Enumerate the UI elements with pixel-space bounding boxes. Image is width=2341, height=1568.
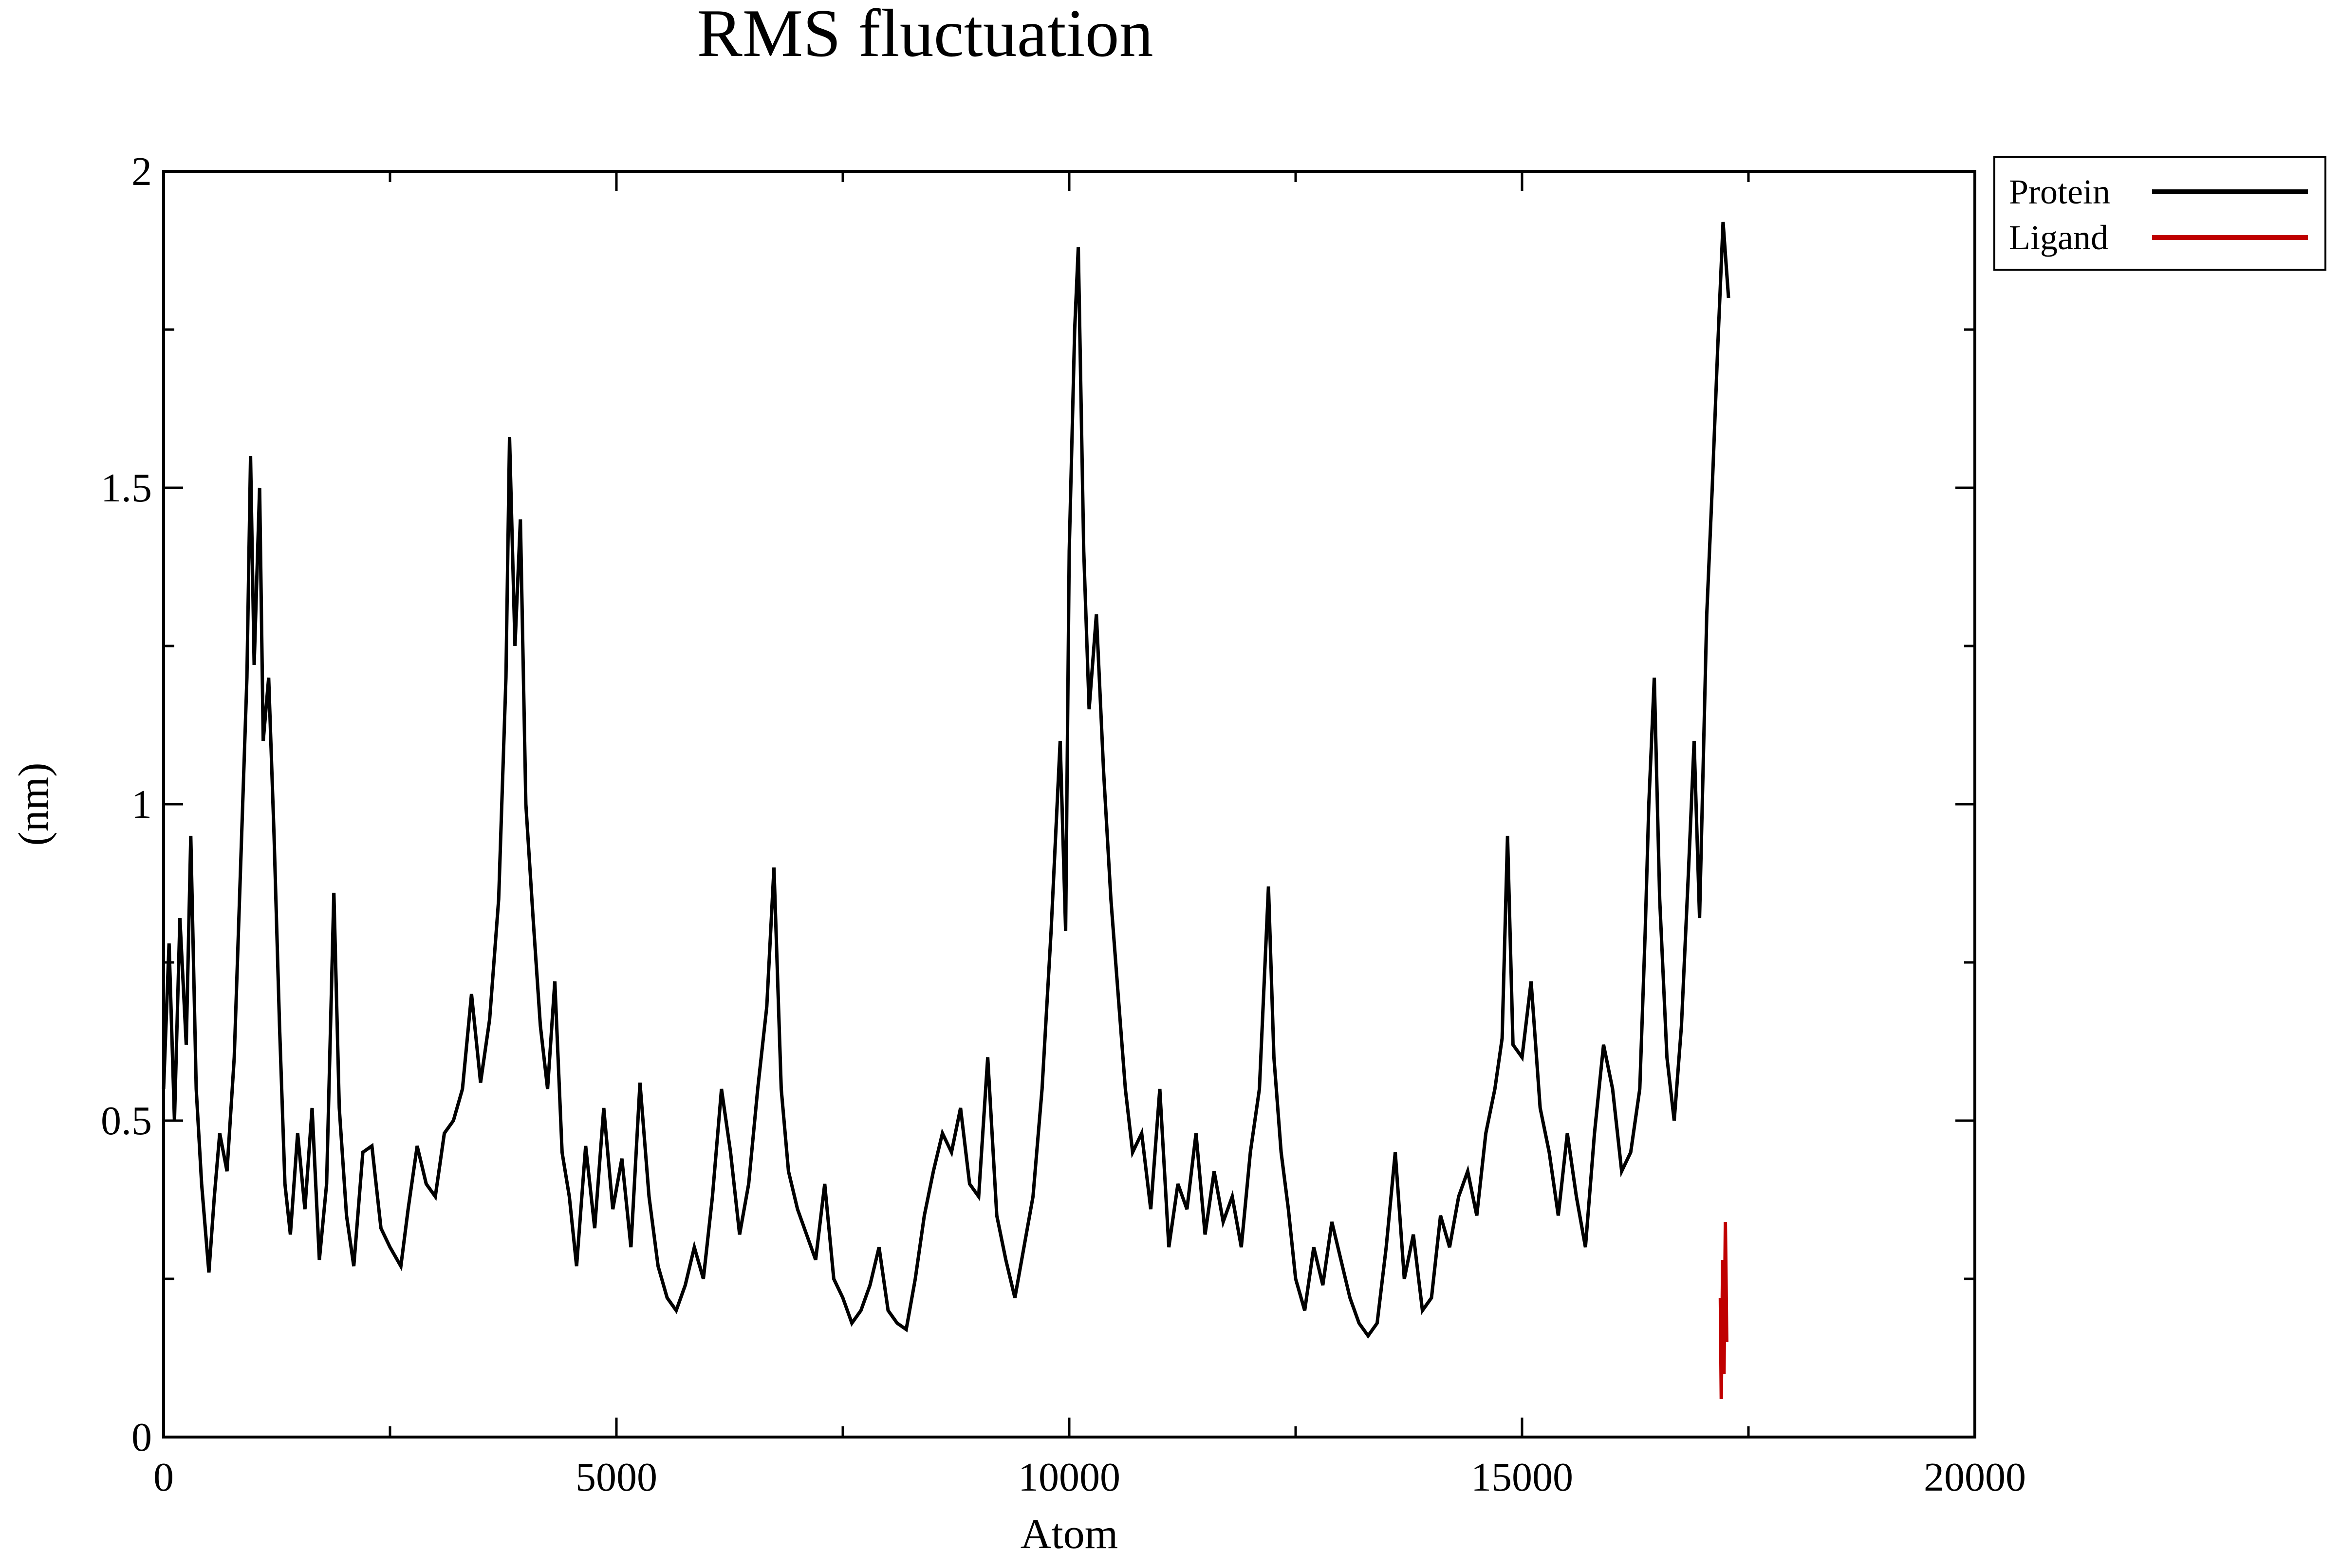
x-tick-label: 10000 (1018, 1455, 1120, 1500)
legend: Protein Ligand (1993, 156, 2326, 271)
axis-ticks: 0 5000 10000 15000 20000 0 0.5 1 1.5 2 (101, 149, 2026, 1500)
x-tick-label: 15000 (1471, 1455, 1573, 1500)
y-tick-label: 0 (131, 1415, 152, 1460)
legend-label-protein: Protein (2009, 172, 2110, 211)
series-line-ligand (1718, 1221, 1728, 1400)
x-axis-label: Atom (1021, 1511, 1118, 1558)
chart-title: RMS fluctuation (697, 0, 1153, 71)
x-tick-label: 5000 (576, 1455, 657, 1500)
y-axis-label: (nm) (10, 762, 57, 846)
legend-box (1993, 156, 2326, 271)
y-tick-label: 1 (131, 782, 152, 827)
x-tick-label: 20000 (1924, 1455, 2026, 1500)
y-tick-label: 0.5 (101, 1098, 152, 1144)
y-tick-label: 2 (131, 149, 152, 194)
y-tick-label: 1.5 (101, 465, 152, 511)
series-line-protein (162, 221, 1730, 1339)
legend-label-ligand: Ligand (2009, 218, 2108, 257)
data-series (162, 221, 1730, 1400)
x-tick-label: 0 (153, 1455, 174, 1500)
